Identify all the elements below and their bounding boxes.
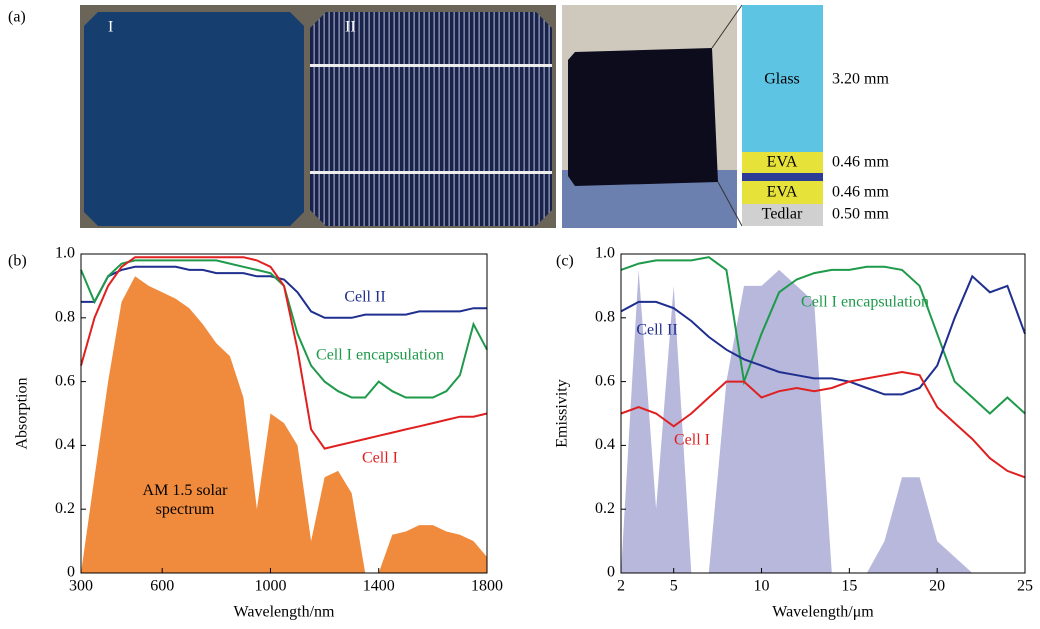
layer-cell [742,173,823,181]
wafer-i [84,12,304,226]
x-axis-label: Wavelength/μm [772,604,874,621]
line [620,274,1026,396]
panel-label: (a) [8,9,26,26]
y-tick-label: 1.0 [595,245,615,262]
line [620,256,1026,415]
x-tick-label: 300 [69,578,93,595]
wafer-ii [310,12,552,226]
y-tick-label: 0 [67,564,75,581]
x-tick-label: 15 [841,578,857,595]
busbar [310,64,552,67]
y-axis-label: Emissivity [554,379,571,447]
y-tick-label: 0.2 [55,500,75,517]
x-tick-label: 25 [1017,578,1033,595]
zoom-line [711,4,743,49]
layer-thickness: 0.46 mm [832,154,889,171]
y-tick-label: 0.6 [55,372,75,389]
area [81,276,487,573]
series-label: Cell I [362,449,398,467]
panel-label: (b) [8,253,27,270]
x-axis-label: Wavelength/nm [234,604,335,621]
layer-eva [742,181,823,204]
series-label: Cell II [636,321,678,339]
series-label: Cell II [344,288,386,306]
line [620,370,1026,479]
y-tick-label: 0.4 [595,436,615,453]
layer-name: Glass [764,71,800,88]
cell-label: I [108,19,113,36]
series-label: Cell I [674,431,710,449]
x-tick-label: 600 [150,578,174,595]
zoom-line [717,181,743,227]
x-tick-label: 2 [617,578,625,595]
y-tick-label: 0 [607,564,615,581]
y-tick-label: 0.2 [595,500,615,517]
series-label: AM 1.5 solar spectrum [142,482,228,518]
layer-glass [742,5,823,152]
x-tick-label: 10 [754,578,770,595]
panel-label: (c) [556,253,574,270]
layer-thickness: 0.50 mm [832,206,889,223]
y-tick-label: 0.4 [55,436,75,453]
y-tick-label: 0.6 [595,372,615,389]
module [568,48,718,186]
x-tick-label: 1000 [254,578,286,595]
y-tick-label: 1.0 [55,245,75,262]
series-label: Cell I encapsulation [316,346,444,364]
y-tick-label: 0.8 [595,308,615,325]
area [621,269,1025,573]
x-tick-label: 5 [670,578,678,595]
plot-frame [80,253,488,574]
layer-tedlar [742,204,823,226]
line [80,256,488,450]
y-axis-label: Absorption [14,378,31,450]
plot-frame [620,253,1026,574]
x-tick-label: 20 [929,578,945,595]
series-label: Cell I encapsulation [801,293,929,311]
layer-thickness: 3.20 mm [832,71,889,88]
x-tick-label: 1800 [471,578,503,595]
cell-label: II [345,19,356,36]
layer-name: EVA [767,154,798,171]
x-tick-label: 1400 [363,578,395,595]
layer-name: Tedlar [762,206,803,223]
layer-eva [742,152,823,173]
busbar [310,171,552,174]
line [81,265,487,319]
y-tick-label: 0.8 [55,308,75,325]
layer-name: EVA [767,184,798,201]
layer-thickness: 0.46 mm [832,184,889,201]
